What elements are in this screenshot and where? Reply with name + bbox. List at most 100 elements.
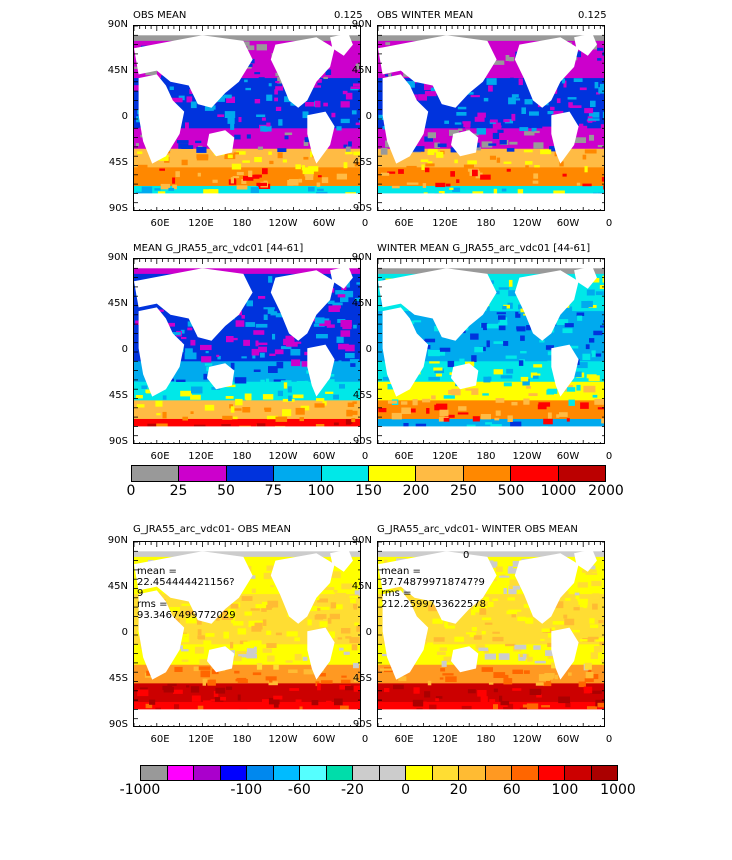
ocean-speckle (204, 404, 215, 411)
ocean-speckle (290, 349, 301, 356)
ocean-speckle (592, 603, 598, 610)
lon-tick-label: 180 (232, 734, 252, 745)
polar-cap (134, 259, 360, 269)
ocean-speckle (400, 401, 408, 405)
lat-tick-label: 90S (108, 719, 128, 730)
ocean-speckle (158, 309, 164, 312)
ocean-speckle (246, 134, 251, 139)
ocean-speckle (481, 141, 493, 148)
land-mass (382, 590, 429, 680)
colorbar-tick-label: 2000 (588, 483, 624, 499)
ocean-speckle (311, 317, 318, 322)
ocean-speckle (387, 171, 396, 174)
land-mass (574, 266, 597, 289)
ocean-speckle (486, 78, 497, 85)
lat-tick-label: 45N (107, 298, 128, 309)
map-canvas (134, 259, 360, 443)
ocean-speckle (520, 308, 527, 313)
ocean-speckle (467, 160, 477, 165)
ocean-speckle (511, 94, 519, 98)
ocean-speckle (277, 390, 283, 397)
ocean-speckle (429, 704, 437, 711)
ocean-speckle (201, 356, 212, 363)
ocean-speckle (356, 625, 360, 632)
colorbar-tick-label: 50 (217, 483, 235, 499)
ocean-speckle (251, 625, 262, 632)
ocean-speckle (268, 151, 272, 155)
ocean-speckle (294, 653, 302, 661)
ocean-speckle (233, 416, 238, 420)
ocean-speckle (458, 406, 467, 411)
ocean-speckle (516, 326, 526, 330)
ocean-speckle (335, 290, 344, 295)
ocean-speckle (322, 401, 327, 406)
ocean-speckle (577, 362, 588, 369)
ocean-speckle (321, 177, 329, 184)
ocean-speckle (499, 317, 508, 324)
ocean-speckle (317, 606, 330, 610)
ocean-speckle (314, 615, 324, 620)
ocean-speckle (568, 672, 572, 676)
colorbar-swatch (326, 766, 353, 780)
ocean-speckle (343, 162, 348, 169)
ocean-speckle (243, 41, 250, 47)
ocean-speckle (341, 628, 351, 634)
ocean-speckle (353, 662, 359, 669)
ocean-speckle (525, 165, 529, 171)
ocean-speckle (519, 707, 527, 710)
ocean-speckle (186, 96, 193, 103)
ocean-speckle (587, 118, 600, 121)
ocean-speckle (322, 587, 335, 591)
ocean-speckle (517, 616, 526, 622)
ocean-speckle (337, 637, 343, 640)
colorbar-swatch (512, 766, 539, 780)
ocean-speckle (471, 355, 477, 362)
ocean-speckle (351, 418, 356, 423)
ocean-speckle (599, 285, 604, 289)
ocean-speckle (262, 394, 274, 400)
ocean-speckle (562, 328, 573, 334)
land-mass (514, 37, 579, 108)
ocean-speckle (203, 640, 212, 646)
ocean-band (134, 683, 360, 703)
ocean-speckle (524, 131, 535, 136)
ocean-speckle (413, 320, 422, 323)
ocean-speckle (540, 149, 552, 155)
ocean-speckle (503, 382, 512, 387)
ocean-speckle (296, 381, 309, 387)
ocean-speckle (247, 64, 253, 67)
ocean-speckle (172, 332, 181, 336)
ocean-speckle (304, 351, 311, 356)
ocean-speckle (444, 621, 448, 627)
ocean-speckle (303, 140, 309, 146)
ocean-speckle (424, 691, 431, 698)
ocean-speckle (288, 669, 298, 673)
ocean-speckle (299, 706, 303, 711)
ocean-speckle (593, 646, 603, 653)
colorbar-swatch (247, 766, 274, 780)
ocean-speckle (597, 407, 604, 410)
ocean-speckle (351, 110, 357, 115)
land-mass (330, 33, 353, 56)
ocean-speckle (511, 113, 516, 121)
ocean-speckle (184, 352, 197, 360)
ocean-speckle (533, 142, 544, 149)
ocean-speckle (346, 409, 353, 417)
ocean-speckle (501, 188, 507, 192)
lon-tick-label: 0 (361, 734, 369, 745)
ocean-speckle (273, 379, 286, 382)
ocean-speckle (273, 695, 283, 700)
land-mass (307, 344, 335, 397)
ocean-speckle (233, 152, 239, 155)
ocean-speckle (334, 592, 347, 598)
colorbar-tick-label: 100 (307, 483, 335, 499)
ocean-speckle (254, 157, 262, 163)
ocean-speckle (300, 405, 310, 411)
ocean-speckle (350, 86, 360, 89)
ocean-speckle (564, 323, 574, 328)
ocean-speckle (226, 336, 234, 343)
ocean-speckle (425, 167, 430, 173)
ocean-speckle (500, 700, 510, 706)
ocean-speckle (549, 146, 557, 152)
ocean-speckle (492, 122, 501, 130)
